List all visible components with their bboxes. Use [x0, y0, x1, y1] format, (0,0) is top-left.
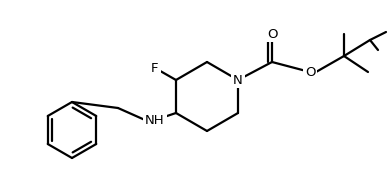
Text: O: O — [267, 28, 277, 41]
Text: NH: NH — [145, 113, 165, 126]
Text: F: F — [151, 61, 159, 74]
Text: N: N — [233, 74, 243, 87]
Text: O: O — [305, 66, 315, 79]
